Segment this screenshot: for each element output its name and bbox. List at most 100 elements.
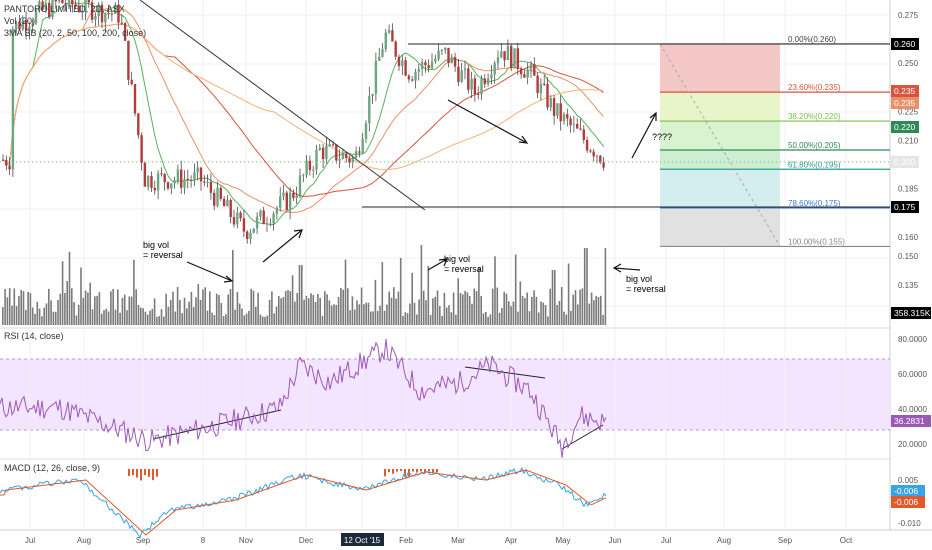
- candle-body: [381, 49, 384, 57]
- annotation-big-vol-3: big vol = reversal: [626, 274, 666, 294]
- candle-body: [61, 0, 64, 4]
- x-axis-tick: Dec: [299, 536, 313, 545]
- volume-bar: [105, 308, 108, 325]
- candle-body: [236, 212, 239, 225]
- candle-body: [166, 182, 170, 189]
- candle-body: [582, 129, 585, 140]
- rsi-value-label: 36.2831: [894, 416, 925, 426]
- candle-body: [246, 231, 249, 240]
- candle-body: [31, 23, 34, 27]
- volume-bar: [57, 299, 59, 325]
- candle-body: [285, 192, 288, 211]
- macd-histogram-bar: [412, 469, 414, 472]
- volume-bar: [137, 304, 140, 325]
- fib-level-label: 38.20%(0.220): [788, 112, 841, 121]
- candle-body: [378, 56, 381, 61]
- candle-body: [526, 69, 529, 78]
- x-axis-tick: May: [555, 536, 570, 545]
- macd-histogram-bar: [420, 469, 422, 472]
- volume-bar: [475, 291, 478, 325]
- volume-bar: [524, 298, 526, 325]
- candle-body: [470, 78, 473, 90]
- price-tags: 0.260 0.235 0.235 0.220 0.200 0.175 358.315K 36…: [891, 38, 931, 508]
- volume-bar: [220, 302, 223, 325]
- x-axis-tick: Sep: [136, 536, 151, 545]
- candle-body: [325, 145, 328, 160]
- volume-bar: [416, 314, 418, 325]
- macd-histogram-bar: [432, 469, 434, 473]
- macd-histogram-bar: [424, 469, 426, 473]
- candle-body: [500, 51, 503, 58]
- volume-bar: [305, 295, 308, 325]
- candle-body: [546, 83, 549, 108]
- volume-bar: [360, 287, 363, 325]
- time-axis[interactable]: Jul Aug Sep 8 Nov Dec 12 Oct '15 Feb Mar Apr May Ju…: [25, 533, 853, 546]
- volume-bar: [356, 300, 358, 325]
- candle-body: [407, 75, 411, 80]
- volume-bar: [52, 311, 55, 325]
- volume-bar: [445, 307, 448, 325]
- volume-bar: [376, 310, 379, 325]
- volume-bar: [326, 294, 328, 325]
- volume-bar: [540, 301, 542, 325]
- volume-bar: [275, 306, 278, 325]
- volume-bar: [4, 288, 6, 325]
- candle-body: [437, 50, 440, 59]
- arrowhead-6: [649, 111, 657, 121]
- volume-bar: [439, 306, 441, 325]
- candle-body: [295, 195, 298, 198]
- volume-bar: [349, 310, 351, 325]
- volume-bar: [590, 292, 593, 325]
- volume-bar: [363, 304, 365, 325]
- volume-bar: [245, 313, 248, 325]
- volume-bar: [234, 309, 236, 325]
- price-tag: [891, 121, 919, 133]
- macd-histogram-bar: [392, 469, 394, 474]
- candle-body: [64, 3, 67, 5]
- volume-bar: [372, 311, 374, 325]
- volume-bar: [156, 316, 158, 325]
- volume-bar: [126, 310, 128, 325]
- candle-body: [117, 4, 120, 23]
- candle-body: [71, 0, 74, 5]
- fib-zone: [660, 207, 780, 247]
- volume-bar: [409, 303, 411, 325]
- candle-body: [48, 2, 51, 18]
- x-axis-highlight: [341, 533, 384, 546]
- volume-bar: [151, 308, 154, 325]
- arrow-up-2: [631, 112, 657, 159]
- candle-body: [104, 13, 107, 23]
- volume-bar: [386, 304, 388, 325]
- x-axis-tick: Jul: [661, 536, 671, 545]
- volume-bar: [337, 296, 340, 325]
- volume-bar: [291, 275, 294, 325]
- volume-bar: [489, 314, 492, 325]
- volume-bar: [558, 301, 561, 325]
- x-axis-tick: Mar: [451, 536, 465, 545]
- candle-body: [411, 79, 414, 81]
- price-axis[interactable]: 0.275 0.250 0.225 0.210 0.185 0.160 0.150 0.135…: [898, 11, 927, 528]
- candle-body: [209, 181, 213, 193]
- rsi-axis-tick: 80.0000: [898, 335, 927, 344]
- volume-bar: [181, 313, 183, 325]
- volume-bar: [567, 263, 570, 325]
- candle-body: [318, 147, 321, 150]
- rsi-axis-tick: 60.0000: [898, 370, 927, 379]
- macd-value-tag: [891, 485, 925, 497]
- volume-bar: [450, 312, 453, 325]
- candle-body: [97, 4, 100, 17]
- volume-bar: [402, 315, 404, 325]
- candle-body: [226, 200, 229, 207]
- candle-body: [328, 144, 331, 146]
- candle-body: [219, 187, 222, 199]
- volume-bar: [340, 287, 342, 325]
- candle-body: [239, 212, 242, 219]
- candle-body: [94, 16, 97, 20]
- candle-body: [100, 4, 104, 23]
- x-axis-tick: Jun: [609, 536, 622, 545]
- volume-bar: [160, 309, 163, 325]
- candle-body: [137, 113, 140, 136]
- volume-bar: [50, 300, 52, 325]
- volume-bar: [149, 310, 151, 325]
- volume-bar: [183, 297, 186, 325]
